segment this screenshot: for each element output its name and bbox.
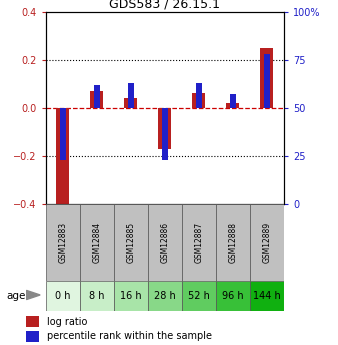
- Text: log ratio: log ratio: [47, 317, 88, 327]
- Text: GSM12886: GSM12886: [160, 222, 169, 263]
- Bar: [80, 281, 114, 310]
- Bar: [59, 108, 66, 159]
- Text: age: age: [6, 291, 25, 301]
- Title: GDS583 / 26.15.1: GDS583 / 26.15.1: [109, 0, 220, 11]
- Bar: [162, 108, 168, 159]
- Bar: [182, 204, 216, 281]
- Bar: [250, 204, 284, 281]
- Bar: [114, 281, 148, 310]
- Text: 52 h: 52 h: [188, 291, 210, 301]
- Bar: [90, 91, 103, 108]
- Text: 0 h: 0 h: [55, 291, 70, 301]
- Bar: [128, 83, 134, 108]
- Text: GSM12885: GSM12885: [126, 222, 135, 263]
- Polygon shape: [26, 290, 40, 299]
- Bar: [46, 204, 80, 281]
- Bar: [250, 281, 284, 310]
- Bar: [148, 281, 182, 310]
- Text: GSM12889: GSM12889: [262, 222, 271, 263]
- Text: GSM12888: GSM12888: [228, 222, 237, 263]
- Bar: [124, 98, 137, 108]
- Bar: [264, 54, 270, 108]
- Bar: [216, 281, 250, 310]
- Bar: [261, 48, 273, 108]
- Text: percentile rank within the sample: percentile rank within the sample: [47, 332, 212, 342]
- Bar: [56, 108, 69, 208]
- Bar: [192, 93, 205, 108]
- Bar: [114, 204, 148, 281]
- Bar: [158, 108, 171, 148]
- Bar: [80, 204, 114, 281]
- Text: GSM12887: GSM12887: [194, 222, 203, 263]
- Text: GSM12883: GSM12883: [58, 222, 67, 263]
- Bar: [196, 83, 202, 108]
- Text: 28 h: 28 h: [154, 291, 176, 301]
- Bar: [148, 204, 182, 281]
- Bar: [216, 204, 250, 281]
- Bar: [46, 281, 80, 310]
- Text: GSM12884: GSM12884: [92, 222, 101, 263]
- Text: 144 h: 144 h: [253, 291, 281, 301]
- Bar: [226, 103, 239, 108]
- Bar: [230, 95, 236, 108]
- Bar: [26, 316, 39, 327]
- Bar: [182, 281, 216, 310]
- Bar: [94, 85, 100, 108]
- Text: 8 h: 8 h: [89, 291, 104, 301]
- Text: 96 h: 96 h: [222, 291, 244, 301]
- Bar: [26, 331, 39, 342]
- Text: 16 h: 16 h: [120, 291, 142, 301]
